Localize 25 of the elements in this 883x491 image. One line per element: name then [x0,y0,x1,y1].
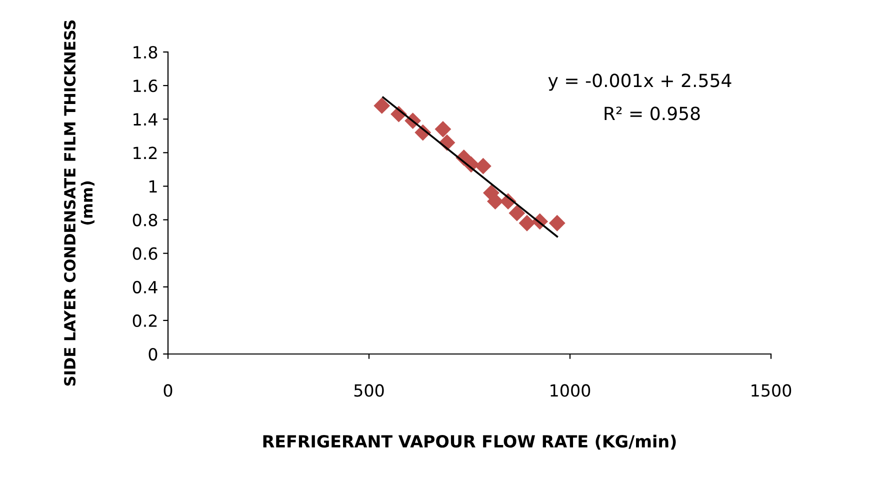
y-tick-label: 1 [150,180,157,193]
y-tick-label: 1.2 [134,146,157,159]
x-tick-label: 500 [354,384,384,397]
x-tick-label: 1500 [752,384,792,397]
y-axis-title: SIDE LAYER CONDENSATE FILM THICKNESS (mm) [64,20,94,386]
annotation: y = -0.001x + 2.554 [548,74,732,91]
x-tick-label: 1000 [550,384,590,397]
y-tick-label: 1.6 [134,80,158,92]
y-tick-label: 0 [148,348,158,361]
point [474,158,492,174]
y-tick-label: 0.4 [132,280,158,294]
point [434,120,452,138]
point [518,214,536,232]
point [487,193,504,210]
y-tick-label: 0.8 [132,214,158,226]
point [508,204,526,222]
y-tick-label: 0.2 [132,314,157,328]
point [374,97,390,114]
x-tick-label: 0 [164,384,172,397]
point [548,214,566,232]
y-tick-label: 1.8 [134,46,158,59]
y-tick-label: 0.6 [132,247,158,260]
y-tick-label: 1.4 [134,113,158,126]
annotation: R² = 0.958 [604,106,700,120]
x-axis-title: REFRIGERANT VAPOUR FLOW RATE (KG/min) [263,434,676,450]
